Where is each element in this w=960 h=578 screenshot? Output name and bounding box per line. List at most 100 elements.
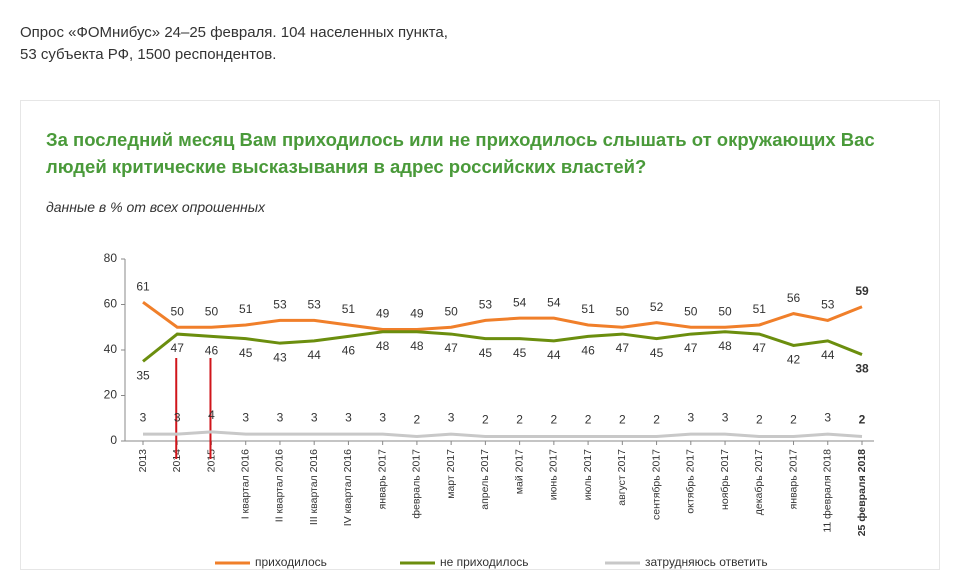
value-label: 53 [308, 298, 322, 312]
x-tick-label: 25 февраля 2018 [856, 449, 868, 536]
y-tick-label: 60 [104, 297, 118, 311]
value-label: 2 [516, 413, 523, 427]
value-label: 3 [687, 410, 694, 424]
x-tick-label: сентябрь 2017 [650, 449, 662, 520]
value-label: 47 [616, 341, 630, 355]
value-label: 47 [684, 341, 698, 355]
header: Опрос «ФОМнибус» 24–25 февраля. 104 насе… [20, 22, 448, 66]
x-tick-label: 2015 [205, 449, 217, 473]
value-label: 51 [581, 302, 595, 316]
value-label: 52 [650, 300, 664, 314]
value-label: 3 [448, 410, 455, 424]
value-label: 44 [547, 348, 561, 362]
value-label: 44 [821, 348, 835, 362]
value-label: 42 [787, 353, 801, 367]
value-label: 50 [684, 304, 698, 318]
chart-subtitle: данные в % от всех опрошенных [46, 199, 266, 215]
value-label: 2 [414, 413, 421, 427]
value-label: 3 [311, 410, 318, 424]
value-label: 2 [482, 413, 489, 427]
value-label: 49 [376, 307, 390, 321]
x-tick-label: I квартал 2016 [239, 449, 251, 519]
value-label: 2 [790, 413, 797, 427]
x-tick-label: 11 февраля 2018 [822, 449, 834, 533]
x-tick-label: август 2017 [616, 449, 628, 506]
value-label: 48 [410, 339, 424, 353]
x-tick-label: январь 2017 [787, 449, 799, 510]
y-tick-label: 80 [104, 251, 118, 265]
value-label: 54 [513, 295, 527, 309]
value-label: 4 [208, 408, 215, 422]
header-line: 53 субъекта РФ, 1500 респондентов. [20, 46, 277, 63]
value-label: 3 [277, 410, 284, 424]
x-tick-label: январь 2017 [376, 449, 388, 510]
value-label: 51 [753, 302, 767, 316]
value-label: 45 [650, 346, 664, 360]
value-label: 46 [581, 344, 595, 358]
value-label: 61 [136, 279, 150, 293]
x-tick-label: декабрь 2017 [753, 449, 765, 515]
value-label: 50 [444, 304, 458, 318]
value-label: 2 [619, 413, 626, 427]
value-label: 46 [342, 344, 356, 358]
value-label: 44 [308, 348, 322, 362]
value-label: 3 [379, 410, 386, 424]
value-label: 49 [410, 307, 424, 321]
legend-label: не приходилось [440, 555, 529, 569]
value-label: 3 [242, 410, 249, 424]
value-label: 50 [718, 304, 732, 318]
value-label: 51 [239, 302, 253, 316]
value-label: 3 [824, 410, 831, 424]
legend-label: затрудняюсь ответить [645, 555, 768, 569]
x-tick-label: III квартал 2016 [308, 449, 320, 525]
value-label: 38 [855, 362, 869, 376]
x-tick-label: март 2017 [445, 449, 457, 499]
x-tick-label: июль 2017 [582, 449, 594, 501]
legend-label: приходилось [255, 555, 327, 569]
value-label: 53 [273, 298, 287, 312]
x-tick-label: октябрь 2017 [685, 449, 697, 514]
value-label: 3 [345, 410, 352, 424]
value-label: 45 [239, 346, 253, 360]
x-tick-label: июнь 2017 [548, 449, 560, 500]
value-label: 2 [756, 413, 763, 427]
value-label: 50 [205, 304, 219, 318]
value-label: 43 [273, 350, 287, 364]
value-label: 51 [342, 302, 356, 316]
value-label: 35 [136, 369, 150, 383]
chart-frame [20, 100, 940, 570]
value-label: 45 [479, 346, 493, 360]
value-label: 59 [855, 284, 869, 298]
value-label: 3 [722, 410, 729, 424]
x-tick-label: 2013 [137, 449, 149, 473]
header-line: Опрос «ФОМнибус» 24–25 февраля. 104 насе… [20, 24, 448, 41]
value-label: 2 [653, 413, 660, 427]
chart-title: За последний месяц Вам приходилось или н… [46, 129, 875, 177]
value-label: 56 [787, 291, 801, 305]
value-label: 53 [479, 298, 493, 312]
value-label: 2 [585, 413, 592, 427]
value-label: 2 [859, 413, 866, 427]
y-tick-label: 40 [104, 342, 118, 356]
series-line [143, 430, 863, 438]
series-line [142, 330, 863, 363]
value-label: 2 [551, 413, 558, 427]
value-label: 3 [174, 410, 181, 424]
value-label: 47 [753, 341, 767, 355]
y-tick-label: 20 [104, 388, 118, 402]
series-line [142, 301, 863, 332]
x-tick-label: февраль 2017 [411, 449, 423, 519]
x-tick-label: II квартал 2016 [274, 449, 286, 522]
x-tick-label: IV квартал 2016 [342, 449, 354, 526]
value-label: 48 [718, 339, 732, 353]
x-tick-label: 2014 [171, 449, 183, 473]
x-tick-label: май 2017 [513, 449, 525, 494]
value-label: 48 [376, 339, 390, 353]
x-tick-label: апрель 2017 [479, 449, 491, 510]
value-label: 53 [821, 298, 835, 312]
value-label: 3 [140, 410, 147, 424]
value-label: 45 [513, 346, 527, 360]
x-tick-label: ноябрь 2017 [719, 449, 731, 510]
